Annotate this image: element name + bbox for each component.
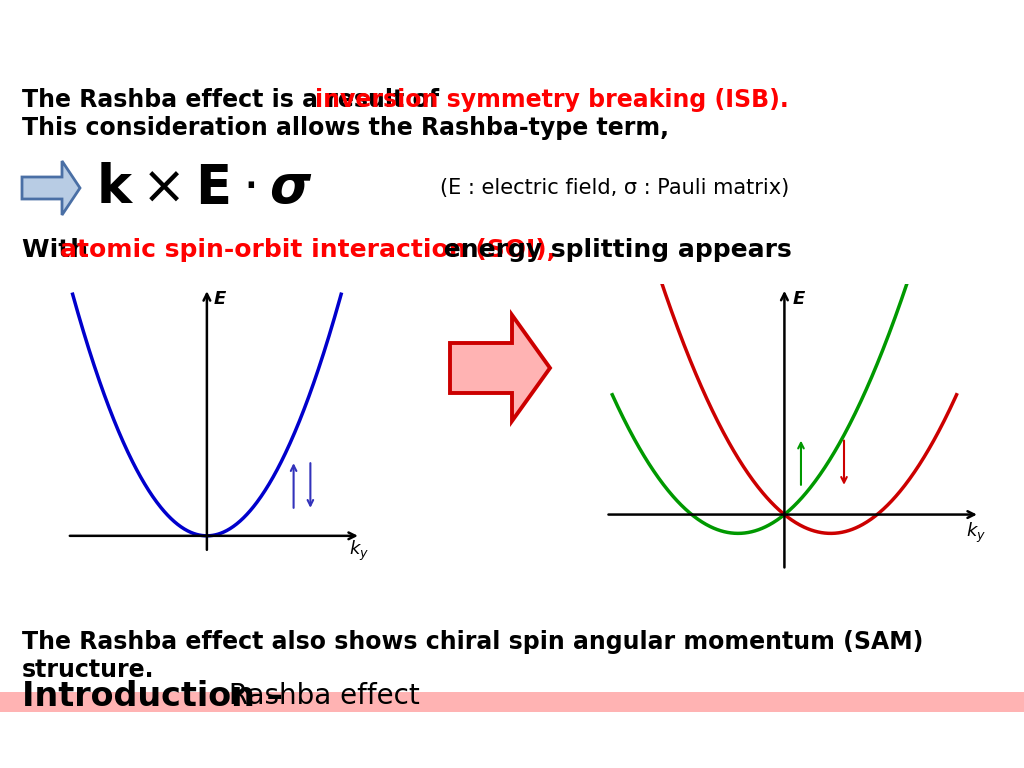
Text: E: E [793,290,805,308]
Text: (E : electric field, σ : Pauli matrix): (E : electric field, σ : Pauli matrix) [440,178,790,198]
Polygon shape [22,161,80,215]
Text: $k_y$: $k_y$ [967,521,986,545]
Text: This consideration allows the Rashba-type term,: This consideration allows the Rashba-typ… [22,116,669,140]
Text: E: E [214,290,226,309]
Polygon shape [450,315,550,421]
Text: Introduction –: Introduction – [22,680,283,713]
Text: atomic spin-orbit interaction (SOI),: atomic spin-orbit interaction (SOI), [60,238,556,262]
Text: The Rashba effect also shows chiral spin angular momentum (SAM): The Rashba effect also shows chiral spin… [22,630,924,654]
Text: $\mathbf{k} \times \mathbf{E} \cdot \boldsymbol{\sigma}$: $\mathbf{k} \times \mathbf{E} \cdot \bol… [96,162,312,214]
Text: energy splitting appears: energy splitting appears [435,238,792,262]
Text: The Rashba effect is a result of: The Rashba effect is a result of [22,88,447,112]
Text: $k_y$: $k_y$ [349,539,369,564]
Text: Rashba effect: Rashba effect [220,682,420,710]
Text: inversion symmetry breaking (ISB).: inversion symmetry breaking (ISB). [315,88,788,112]
FancyBboxPatch shape [0,692,1024,712]
Text: With: With [22,238,97,262]
Text: structure.: structure. [22,658,155,682]
